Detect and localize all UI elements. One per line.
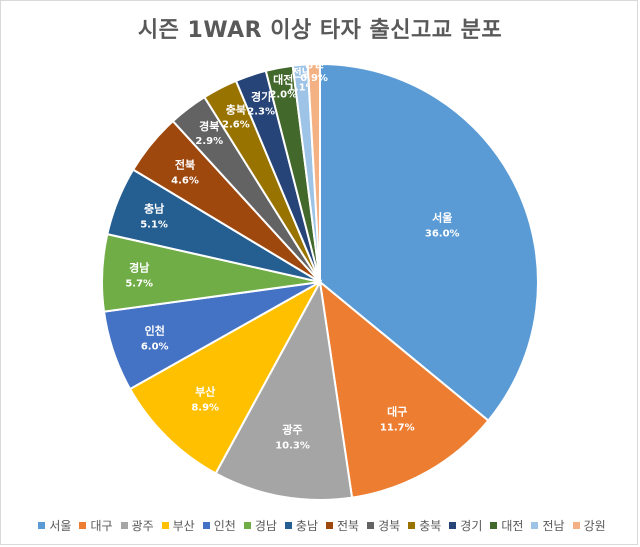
chart-title: 시즌 1WAR 이상 타자 출신고교 분포 xyxy=(137,18,503,43)
legend-item-전남: 전남 xyxy=(531,517,565,534)
slice-label-전북: 전북 xyxy=(175,158,195,172)
legend-swatch xyxy=(284,521,292,529)
slice-label-경북: 경북 xyxy=(199,119,219,133)
legend-swatch xyxy=(449,521,457,529)
legend-label: 충북 xyxy=(419,518,442,533)
legend-swatch xyxy=(202,521,210,529)
pie-slice-대구 xyxy=(318,279,490,499)
legend-item-서울: 서울 xyxy=(38,517,71,534)
legend-swatch xyxy=(490,521,498,529)
legend-swatch xyxy=(120,521,128,529)
slice-label-대구: 대구 xyxy=(387,405,407,419)
legend-item-경기: 경기 xyxy=(449,517,482,534)
legend-label: 경북 xyxy=(378,518,401,533)
legend-item-충남: 충남 xyxy=(284,517,318,534)
pie-slice-서울 xyxy=(319,62,539,422)
slice-value-대구: 11.7% xyxy=(380,423,415,434)
legend-item-강원: 강원 xyxy=(572,517,606,534)
legend-item-부산: 부산 xyxy=(161,517,195,534)
slice-label-충남: 충남 xyxy=(144,201,164,215)
slice-label-경기: 경기 xyxy=(251,89,271,103)
legend-label: 전남 xyxy=(542,518,565,533)
legend-item-전북: 전북 xyxy=(326,517,359,534)
legend-label: 서울 xyxy=(49,518,72,533)
slice-label-대전: 대전 xyxy=(273,72,293,86)
legend-swatch xyxy=(408,521,416,529)
legend: 서울 대구 광주 부산 인천 경남 충남 전북 경북 충북 경기 대전 전남 강원 xyxy=(10,516,634,534)
legend-label: 대구 xyxy=(90,518,113,533)
legend-swatch xyxy=(79,521,87,529)
legend-item-경남: 경남 xyxy=(243,517,277,534)
legend-swatch xyxy=(367,521,375,529)
legend-swatch xyxy=(531,521,539,529)
legend-label: 경기 xyxy=(460,518,483,533)
slice-value-부산: 8.9% xyxy=(191,402,219,413)
slice-value-광주: 10.3% xyxy=(275,441,310,452)
pie-slice-강원 xyxy=(306,62,321,283)
pie-slice-광주 xyxy=(214,278,354,501)
legend-label: 경남 xyxy=(254,518,277,533)
slice-value-충남: 5.1% xyxy=(140,219,168,230)
legend-label: 충남 xyxy=(295,518,318,533)
slice-label-광주: 광주 xyxy=(282,424,302,437)
slice-label-부산: 부산 xyxy=(195,384,215,398)
slice-label-경남: 경남 xyxy=(129,260,149,274)
legend-label: 광주 xyxy=(131,518,154,533)
legend-item-충북: 충북 xyxy=(408,517,441,534)
slice-value-서울: 36.0% xyxy=(425,228,460,239)
legend-item-경북: 경북 xyxy=(367,517,400,534)
slice-label-인천: 인천 xyxy=(145,324,165,338)
legend-item-대전: 대전 xyxy=(490,517,523,534)
legend-label: 부산 xyxy=(172,518,195,533)
legend-label: 강원 xyxy=(583,518,606,533)
legend-item-인천: 인천 xyxy=(202,517,236,534)
legend-label: 대전 xyxy=(501,518,524,533)
slice-label-강원: 강원 xyxy=(304,56,324,70)
slice-value-강원: 0.9% xyxy=(300,73,328,84)
slice-value-경북: 2.9% xyxy=(195,136,223,147)
slice-value-전남: 1.1% xyxy=(288,82,316,93)
legend-swatch xyxy=(572,521,580,529)
legend-swatch xyxy=(326,521,333,529)
legend-swatch xyxy=(161,521,169,529)
slice-value-경기: 2.3% xyxy=(247,106,275,117)
slice-value-충북: 2.6% xyxy=(222,119,250,130)
slice-value-전북: 4.6% xyxy=(171,176,199,187)
legend-swatch xyxy=(38,521,46,529)
slice-label-전남: 전남 xyxy=(292,65,312,79)
slice-label-충북: 충북 xyxy=(226,102,246,116)
slice-value-대전: 2.0% xyxy=(269,89,297,100)
legend-item-광주: 광주 xyxy=(120,517,154,534)
legend-swatch xyxy=(243,521,251,529)
legend-label: 전북 xyxy=(337,518,360,533)
slice-value-인천: 6.0% xyxy=(141,342,169,353)
slice-value-경남: 5.7% xyxy=(125,278,153,289)
pie-slice-부산 xyxy=(128,279,323,475)
slice-label-서울: 서울 xyxy=(432,210,452,224)
legend-label: 인천 xyxy=(213,518,236,533)
legend-item-대구: 대구 xyxy=(79,517,113,534)
